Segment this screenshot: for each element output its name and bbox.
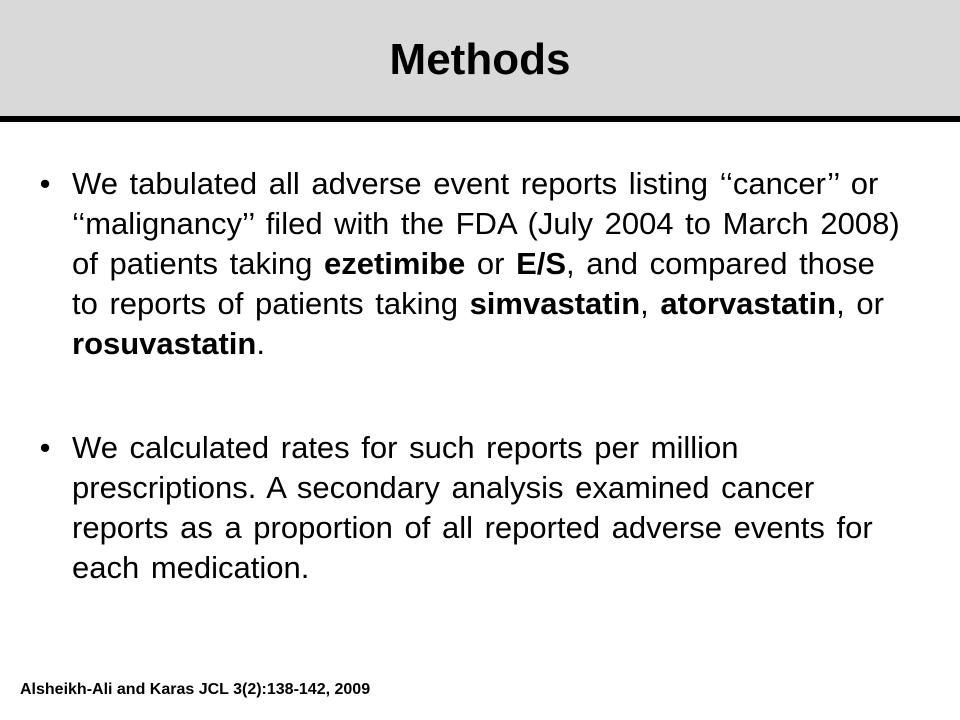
text-run: or <box>465 246 517 281</box>
text-run: We calculated rates for such reports per… <box>72 430 873 585</box>
text-run: . <box>256 326 265 361</box>
text-run: , and compared those to reports of patie… <box>72 246 875 321</box>
text-run: , <box>640 286 661 321</box>
drug-name-simvastatin: simvastatin <box>469 286 641 321</box>
title-band: Methods <box>0 0 960 116</box>
drug-name-rosuvastatin: rosuvastatin <box>72 326 257 361</box>
bullet-text: We tabulated all adverse event reports l… <box>72 166 900 361</box>
title-underline <box>0 116 960 122</box>
drug-name-es: E/S <box>516 246 567 281</box>
slide-title: Methods <box>389 35 571 84</box>
bullet-item: • We tabulated all adverse event reports… <box>30 164 910 364</box>
drug-name-atorvastatin: atorvastatin <box>660 286 837 321</box>
bullet-dot: • <box>39 430 51 465</box>
bullet-text: We calculated rates for such reports per… <box>72 430 873 585</box>
bullet-item: • We calculated rates for such reports p… <box>30 428 910 588</box>
text-run: We tabulated all adverse event reports l… <box>72 166 900 281</box>
bullet-list: • We tabulated all adverse event reports… <box>30 164 910 588</box>
drug-name-ezetimibe: ezetimibe <box>324 246 466 281</box>
text-run: , or <box>836 286 884 321</box>
citation: Alsheikh-Ali and Karas JCL 3(2):138-142,… <box>20 681 371 698</box>
bullet-dot: • <box>39 166 51 201</box>
